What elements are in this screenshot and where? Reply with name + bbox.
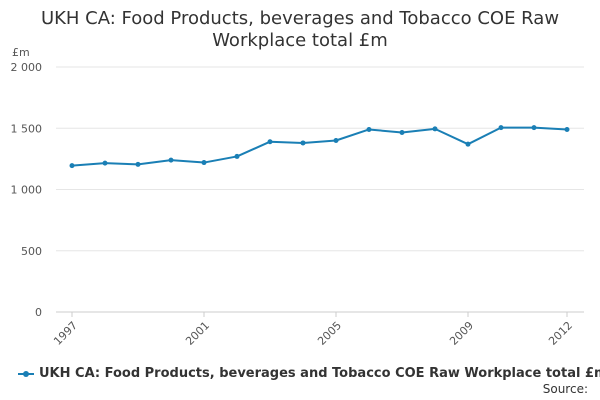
y-tick-label: 1 000 bbox=[11, 184, 43, 197]
x-tick-label: 1997 bbox=[51, 319, 80, 348]
data-point[interactable] bbox=[564, 126, 570, 132]
chart-title: UKH CA: Food Products, beverages and Tob… bbox=[0, 8, 600, 52]
data-point[interactable] bbox=[498, 125, 504, 131]
data-point[interactable] bbox=[69, 163, 75, 169]
x-axis: 1997 2001 2005 2009 2012 bbox=[51, 312, 575, 348]
chart-title-line-1: UKH CA: Food Products, beverages and Tob… bbox=[40, 8, 560, 29]
source-label: Source: bbox=[542, 382, 588, 396]
data-point[interactable] bbox=[531, 125, 537, 131]
data-point[interactable] bbox=[432, 126, 438, 132]
y-tick-label: 0 bbox=[35, 306, 42, 319]
x-tick-label: 2012 bbox=[546, 319, 575, 348]
data-point[interactable] bbox=[102, 160, 108, 166]
chart-title-line-2: Workplace total £m bbox=[212, 30, 388, 51]
data-point[interactable] bbox=[300, 140, 306, 146]
data-point[interactable] bbox=[333, 138, 339, 143]
x-tick-label: 2009 bbox=[447, 319, 476, 348]
legend[interactable]: UKH CA: Food Products, beverages and Tob… bbox=[18, 366, 600, 381]
y-tick-label: 2 000 bbox=[11, 61, 43, 74]
data-point[interactable] bbox=[267, 139, 273, 145]
data-point[interactable] bbox=[465, 141, 471, 147]
y-axis: 0 500 1 000 1 500 2 000 bbox=[11, 61, 43, 319]
legend-line-marker-icon bbox=[18, 369, 34, 379]
gridlines bbox=[56, 66, 584, 313]
y-tick-label: 500 bbox=[21, 245, 42, 258]
data-point[interactable] bbox=[399, 130, 405, 136]
y-tick-label: 1 500 bbox=[11, 122, 43, 135]
legend-series-label: UKH CA: Food Products, beverages and Tob… bbox=[39, 366, 600, 381]
data-point[interactable] bbox=[168, 157, 174, 163]
y-unit-label: £m bbox=[12, 46, 30, 59]
x-tick-label: 2005 bbox=[315, 319, 344, 348]
data-point[interactable] bbox=[234, 153, 240, 159]
x-tick-label: 2001 bbox=[183, 319, 212, 348]
data-point[interactable] bbox=[135, 161, 141, 167]
series-line bbox=[71, 126, 568, 167]
series-group bbox=[69, 125, 570, 169]
data-point[interactable] bbox=[201, 160, 207, 166]
data-point[interactable] bbox=[366, 126, 372, 132]
